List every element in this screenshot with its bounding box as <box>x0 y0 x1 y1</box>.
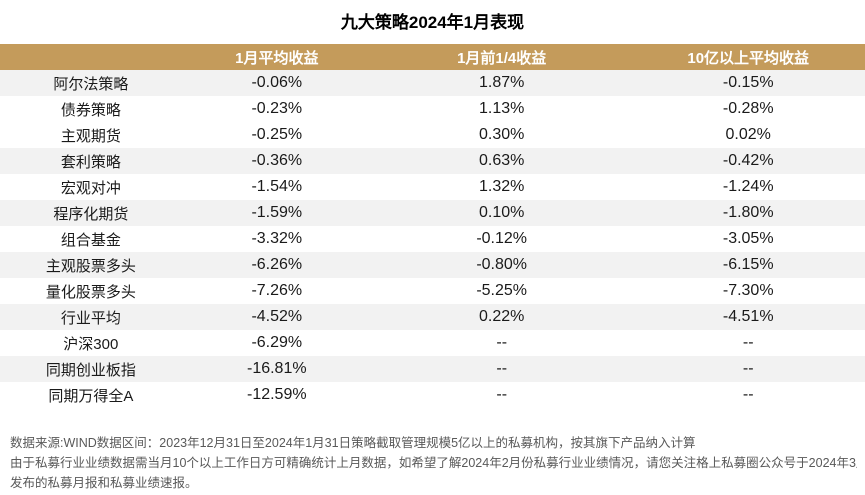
cell-value: 0.22% <box>371 304 632 330</box>
cell-value: -0.28% <box>631 96 865 122</box>
cell-value: 0.63% <box>371 148 632 174</box>
table-row: 沪深300 -6.29% -- -- <box>0 330 865 356</box>
table-row: 主观期货 -0.25% 0.30% 0.02% <box>0 122 865 148</box>
cell-value: -- <box>631 382 865 408</box>
cell-value: -3.05% <box>631 226 865 252</box>
cell-value: -1.54% <box>181 174 372 200</box>
cell-value: 1.13% <box>371 96 632 122</box>
row-label: 量化股票多头 <box>0 278 182 304</box>
cell-value: 0.10% <box>371 200 632 226</box>
cell-value: -1.80% <box>631 200 865 226</box>
cell-value: -- <box>631 356 865 382</box>
cell-value: -0.80% <box>371 252 632 278</box>
column-header-strategy <box>0 44 182 70</box>
table-row: 债券策略 -0.23% 1.13% -0.28% <box>0 96 865 122</box>
table-row: 组合基金 -3.32% -0.12% -3.05% <box>0 226 865 252</box>
cell-value: 1.32% <box>371 174 632 200</box>
table-row: 套利策略 -0.36% 0.63% -0.42% <box>0 148 865 174</box>
cell-value: -1.59% <box>181 200 372 226</box>
cell-value: 1.87% <box>371 70 632 96</box>
cell-value: -- <box>631 330 865 356</box>
row-label: 程序化期货 <box>0 200 182 226</box>
table-row: 程序化期货 -1.59% 0.10% -1.80% <box>0 200 865 226</box>
table-row: 同期万得全A -12.59% -- -- <box>0 382 865 408</box>
table-row: 同期创业板指 -16.81% -- -- <box>0 356 865 382</box>
cell-value: -6.26% <box>181 252 372 278</box>
cell-value: -0.36% <box>181 148 372 174</box>
cell-value: -0.42% <box>631 148 865 174</box>
cell-value: -0.23% <box>181 96 372 122</box>
cell-value: -3.32% <box>181 226 372 252</box>
cell-value: -4.52% <box>181 304 372 330</box>
cell-value: -6.15% <box>631 252 865 278</box>
table-header-row: 1月平均收益 1月前1/4收益 10亿以上平均收益 <box>0 44 865 70</box>
footnotes: 数据来源:WIND数据区间：2023年12月31日至2024年1月31日策略截取… <box>0 433 865 493</box>
table-row: 宏观对冲 -1.54% 1.32% -1.24% <box>0 174 865 200</box>
cell-value: -0.06% <box>181 70 372 96</box>
footnote-line: 数据来源:WIND数据区间：2023年12月31日至2024年1月31日策略截取… <box>10 436 696 450</box>
row-label: 套利策略 <box>0 148 182 174</box>
performance-table: 1月平均收益 1月前1/4收益 10亿以上平均收益 阿尔法策略 -0.06% 1… <box>0 44 865 408</box>
cell-value: -0.25% <box>181 122 372 148</box>
cell-value: -16.81% <box>181 356 372 382</box>
table-row: 阿尔法策略 -0.06% 1.87% -0.15% <box>0 70 865 96</box>
row-label: 主观期货 <box>0 122 182 148</box>
row-label: 主观股票多头 <box>0 252 182 278</box>
cell-value: -12.59% <box>181 382 372 408</box>
table-row: 行业平均 -4.52% 0.22% -4.51% <box>0 304 865 330</box>
cell-value: -1.24% <box>631 174 865 200</box>
table-row: 主观股票多头 -6.26% -0.80% -6.15% <box>0 252 865 278</box>
row-label: 行业平均 <box>0 304 182 330</box>
cell-value: -- <box>371 330 632 356</box>
cell-value: -- <box>371 382 632 408</box>
cell-value: -- <box>371 356 632 382</box>
column-header-top-quartile-return: 1月前1/4收益 <box>371 44 632 70</box>
footnote-line: 发布的私募月报和私募业绩速报。 <box>10 476 198 490</box>
table-row: 量化股票多头 -7.26% -5.25% -7.30% <box>0 278 865 304</box>
page-title: 九大策略2024年1月表现 <box>340 13 525 32</box>
row-label: 沪深300 <box>0 330 182 356</box>
cell-value: -7.30% <box>631 278 865 304</box>
cell-value: -5.25% <box>371 278 632 304</box>
row-label: 阿尔法策略 <box>0 70 182 96</box>
row-label: 组合基金 <box>0 226 182 252</box>
cell-value: 0.30% <box>371 122 632 148</box>
cell-value: -7.26% <box>181 278 372 304</box>
cell-value: -0.12% <box>371 226 632 252</box>
cell-value: -4.51% <box>631 304 865 330</box>
row-label: 债券策略 <box>0 96 182 122</box>
column-header-over-1b-avg-return: 10亿以上平均收益 <box>631 44 865 70</box>
footnote-line: 由于私募行业业绩数据需当月10个以上工作日方可精确统计上月数据，如希望了解202… <box>10 456 857 470</box>
column-header-avg-return: 1月平均收益 <box>181 44 372 70</box>
cell-value: -6.29% <box>181 330 372 356</box>
cell-value: 0.02% <box>631 122 865 148</box>
row-label: 宏观对冲 <box>0 174 182 200</box>
cell-value: -0.15% <box>631 70 865 96</box>
row-label: 同期万得全A <box>0 382 182 408</box>
row-label: 同期创业板指 <box>0 356 182 382</box>
